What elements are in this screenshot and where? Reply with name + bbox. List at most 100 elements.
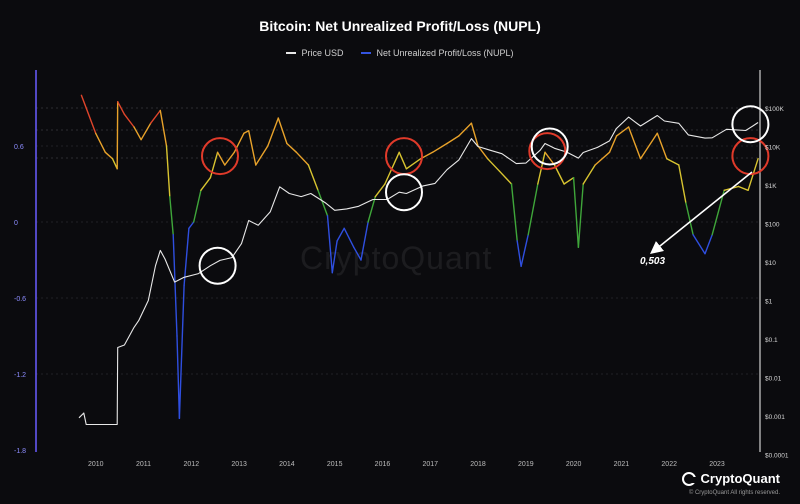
x-tick-label: 2017 bbox=[422, 461, 438, 468]
nupl-segment bbox=[398, 151, 408, 170]
nupl-segment bbox=[159, 109, 168, 147]
nupl-segment bbox=[267, 117, 279, 147]
nupl-segment bbox=[615, 126, 630, 137]
nupl-segment bbox=[516, 240, 522, 267]
nupl-segment bbox=[295, 151, 310, 166]
nupl-segment bbox=[286, 142, 298, 154]
right-axis-ticks: $100K $10K $1K $100 $10 $1 $0.1 $0.01 $0.001 $0.0… bbox=[765, 106, 789, 460]
nupl-segment bbox=[243, 130, 250, 135]
nupl-segment bbox=[666, 157, 680, 166]
nupl-segment bbox=[192, 189, 202, 223]
x-tick-label: 2022 bbox=[661, 461, 677, 468]
nupl-segment bbox=[582, 164, 596, 185]
legend: Price USD Net Unrealized Profit/Loss (NU… bbox=[0, 48, 800, 58]
gridlines bbox=[36, 107, 760, 375]
nupl-segment bbox=[247, 130, 257, 166]
nupl-segment bbox=[176, 335, 181, 419]
nupl-segment bbox=[384, 151, 400, 185]
x-tick-label: 2011 bbox=[136, 461, 151, 468]
price-annotation-circle bbox=[731, 105, 770, 144]
price-annotation-circle bbox=[385, 173, 423, 212]
x-tick-label: 2012 bbox=[184, 461, 200, 468]
legend-item-nupl[interactable]: Net Unrealized Profit/Loss (NUPL) bbox=[361, 48, 514, 58]
nupl-segment bbox=[405, 157, 422, 170]
nupl-segment bbox=[458, 122, 473, 137]
chart-title: Bitcoin: Net Unrealized Profit/Loss (NUP… bbox=[259, 18, 541, 34]
x-tick-label: 2014 bbox=[279, 461, 295, 468]
brand-name: CryptoQuant bbox=[700, 471, 780, 486]
x-tick-label: 2018 bbox=[470, 461, 486, 468]
nupl-segment bbox=[360, 221, 369, 261]
nupl-segment bbox=[711, 189, 725, 236]
nupl-segment bbox=[85, 107, 97, 135]
x-axis-ticks: 2010 2011 2012 2013 2014 2015 2016 2017 2018 2019… bbox=[88, 461, 725, 468]
x-tick-label: 2013 bbox=[231, 461, 247, 468]
nupl-segment bbox=[498, 170, 513, 185]
nupl-segment bbox=[685, 202, 694, 236]
right-tick-label: $0.0001 bbox=[765, 453, 789, 460]
nupl-segment bbox=[104, 151, 114, 160]
nupl-segment bbox=[627, 126, 642, 160]
nupl-segment bbox=[178, 284, 185, 419]
nupl-segment bbox=[224, 151, 236, 166]
nupl-segment bbox=[520, 233, 529, 267]
nupl-segment bbox=[367, 195, 376, 223]
nupl-segment bbox=[111, 157, 118, 170]
legend-label-nupl: Net Unrealized Profit/Loss (NUPL) bbox=[376, 48, 514, 58]
nupl-segment bbox=[133, 126, 142, 141]
nupl-segment bbox=[172, 233, 178, 337]
nupl-segment bbox=[577, 183, 584, 249]
right-tick-label: $1 bbox=[765, 299, 773, 306]
nupl-segment bbox=[544, 151, 556, 166]
nupl-segment bbox=[94, 132, 107, 154]
copyright: © CryptoQuant All rights reserved. bbox=[688, 490, 780, 496]
nupl-segment bbox=[307, 164, 319, 192]
nupl-segment bbox=[563, 176, 575, 185]
nupl-segment bbox=[200, 176, 212, 192]
nupl-segment bbox=[188, 221, 195, 230]
nupl-segment bbox=[165, 145, 171, 198]
nupl-segment bbox=[678, 164, 687, 204]
x-tick-label: 2010 bbox=[88, 461, 104, 468]
nupl-segment bbox=[510, 183, 518, 242]
left-axis-ticks: 0.6 0 -0.6 -1.2 -1.8 bbox=[14, 144, 26, 455]
right-tick-label: $100 bbox=[765, 222, 780, 229]
nupl-annotation-circle bbox=[385, 137, 423, 176]
nupl-segment bbox=[477, 145, 489, 160]
x-tick-label: 2016 bbox=[375, 461, 391, 468]
legend-item-price[interactable]: Price USD bbox=[286, 48, 343, 58]
nupl-segment bbox=[183, 227, 190, 286]
nupl-segment bbox=[209, 151, 219, 179]
nupl-segment bbox=[353, 246, 362, 261]
right-tick-label: $0.1 bbox=[765, 337, 778, 344]
nupl-segment bbox=[336, 227, 345, 242]
nupl-segment bbox=[123, 113, 135, 128]
annotation-arrow bbox=[650, 171, 753, 255]
nupl-segment bbox=[594, 151, 611, 166]
legend-label-price: Price USD bbox=[301, 48, 344, 58]
nupl-segment bbox=[343, 227, 355, 249]
right-tick-label: $0.001 bbox=[765, 414, 785, 421]
price-annotation-circle bbox=[530, 127, 569, 166]
nupl-segment bbox=[470, 122, 479, 147]
nupl-segment bbox=[255, 145, 269, 166]
nupl-segment bbox=[656, 132, 668, 160]
nupl-segment bbox=[169, 195, 174, 236]
nupl-segment bbox=[737, 185, 749, 192]
nupl-annotation-circle bbox=[731, 137, 770, 176]
nupl-segment bbox=[553, 164, 565, 185]
legend-swatch-nupl bbox=[361, 52, 372, 54]
nupl-segment bbox=[140, 122, 152, 141]
left-tick-label: 0.6 bbox=[14, 144, 24, 151]
nupl-segment bbox=[116, 100, 119, 170]
nupl-segment bbox=[216, 151, 226, 166]
x-tick-label: 2020 bbox=[566, 461, 582, 468]
annotations: 0,503 bbox=[198, 105, 770, 285]
right-tick-label: $10 bbox=[765, 260, 776, 267]
nupl-segment bbox=[277, 117, 288, 145]
nupl-segment bbox=[639, 132, 658, 160]
nupl-segment bbox=[80, 94, 87, 109]
right-tick-label: $10K bbox=[765, 145, 781, 152]
